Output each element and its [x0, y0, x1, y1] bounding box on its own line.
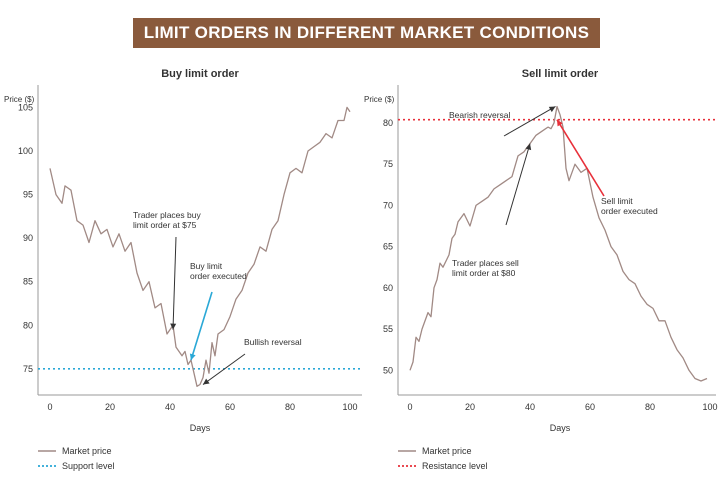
x-axis-label: Days — [550, 423, 571, 433]
market-price-line — [409, 105, 708, 382]
y-tick-label: 50 — [383, 365, 393, 375]
legend-label: Market price — [422, 446, 472, 456]
buy-limit-chart: Buy limit order Price ($) 75 80 85 90 95 100 105… — [4, 68, 362, 471]
y-tick-label: 100 — [18, 146, 33, 156]
y-tick-label: 70 — [383, 200, 393, 210]
annotation-text: Trader places sell — [452, 258, 519, 268]
y-tick-label: 75 — [383, 159, 393, 169]
annotation: Bearish reversal — [449, 106, 556, 137]
market-price-line — [49, 106, 351, 387]
annotation-arrowhead — [548, 106, 556, 113]
x-tick-label: 80 — [285, 402, 295, 412]
annotation-arrow — [503, 106, 556, 137]
annotation-text: Bullish reversal — [244, 337, 302, 347]
y-tick-label: 65 — [383, 242, 393, 252]
x-tick-label: 20 — [465, 402, 475, 412]
annotation-arrowhead — [170, 323, 177, 330]
sell-limit-chart: Sell limit order Price ($) 50 55 60 65 70 75 80 0… — [364, 68, 718, 471]
annotation: Bullish reversal — [202, 337, 302, 385]
legend-label: Resistance level — [422, 461, 488, 471]
annotation-arrowhead — [203, 378, 210, 385]
chart-title: Buy limit order — [161, 68, 239, 80]
y-tick-label: 80 — [23, 320, 33, 330]
annotation-arrow — [190, 291, 213, 361]
legend-label: Market price — [62, 446, 112, 456]
annotation-text: Bearish reversal — [449, 110, 511, 120]
y-axis-label: Price ($) — [4, 95, 35, 104]
annotation-text: limit order at $75 — [133, 220, 197, 230]
annotation-arrow — [556, 119, 605, 197]
x-tick-label: 0 — [407, 402, 412, 412]
x-tick-label: 60 — [225, 402, 235, 412]
annotation-arrowhead — [189, 353, 196, 361]
annotation-arrow — [202, 353, 246, 385]
annotation-arrowhead — [557, 119, 563, 127]
x-tick-label: 60 — [585, 402, 595, 412]
y-tick-label: 55 — [383, 324, 393, 334]
annotation-text: limit order at $80 — [452, 268, 516, 278]
chart-title: Sell limit order — [522, 68, 599, 80]
annotation-arrowhead — [525, 143, 532, 151]
x-tick-label: 100 — [702, 402, 717, 412]
annotation-text: order executed — [190, 271, 247, 281]
legend-label: Support level — [62, 461, 115, 471]
y-tick-label: 95 — [23, 190, 33, 200]
y-tick-label: 90 — [23, 233, 33, 243]
y-tick-label: 75 — [23, 364, 33, 374]
x-tick-label: 40 — [165, 402, 175, 412]
annotation-text: Buy limit — [190, 261, 223, 271]
annotation-arrow — [172, 236, 177, 330]
x-tick-label: 100 — [342, 402, 357, 412]
y-tick-label: 105 — [18, 102, 33, 112]
x-tick-label: 80 — [645, 402, 655, 412]
x-tick-label: 40 — [525, 402, 535, 412]
y-tick-label: 85 — [23, 277, 33, 287]
chart-banner-title: LIMIT ORDERS IN DIFFERENT MARKET CONDITI… — [133, 18, 600, 48]
y-tick-label: 80 — [383, 118, 393, 128]
x-tick-label: 0 — [47, 402, 52, 412]
y-axis-label: Price ($) — [364, 95, 395, 104]
annotation-text: Sell limit — [601, 196, 633, 206]
annotation-text: order executed — [601, 206, 658, 216]
annotation-text: Trader places buy — [133, 210, 201, 220]
y-tick-label: 60 — [383, 283, 393, 293]
annotation-arrow — [505, 143, 531, 226]
x-axis-label: Days — [190, 423, 211, 433]
x-tick-label: 20 — [105, 402, 115, 412]
